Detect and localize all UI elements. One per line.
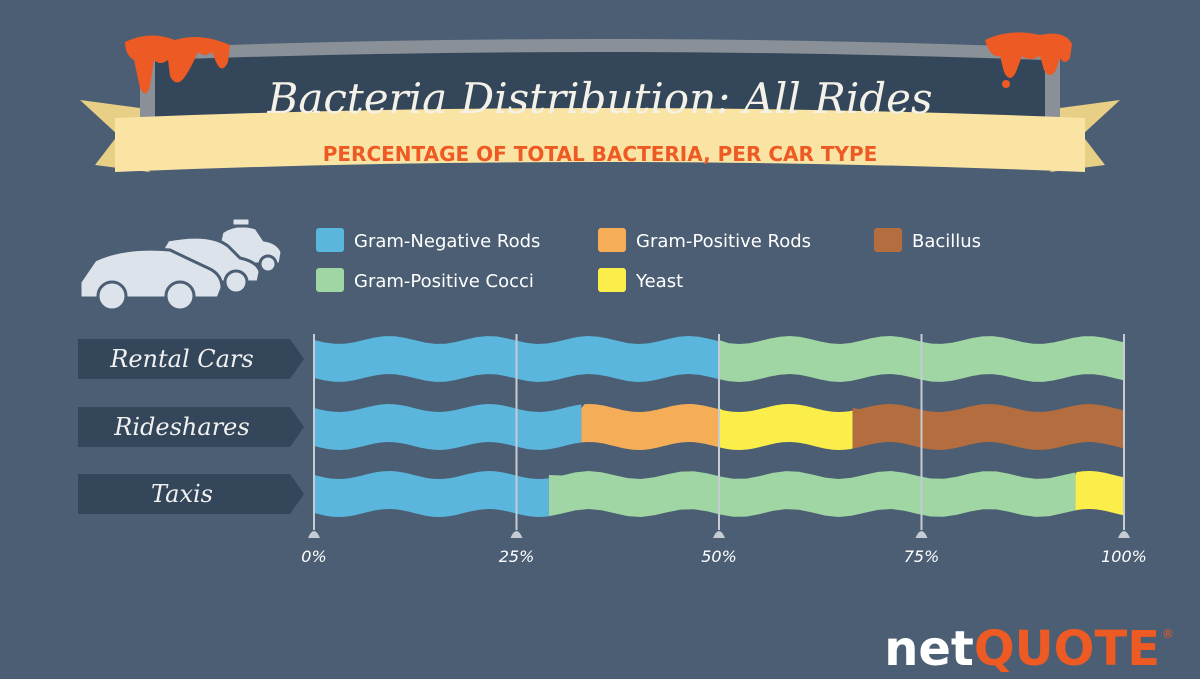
tick-label-50: 50%	[701, 547, 737, 566]
legend-swatch-yeast	[598, 268, 626, 292]
legend-label-gram-negative-rods: Gram-Negative Rods	[354, 231, 540, 252]
row-label-rideshares: Rideshares	[113, 413, 249, 441]
cars-illustration	[78, 216, 284, 312]
bar-rideshares-bacillus	[852, 404, 1124, 450]
netquote-logo: netQUOTE ®	[884, 621, 1174, 677]
row-label-bg-rideshares	[78, 407, 304, 447]
bar-rideshares-gram-negative-rods	[314, 404, 582, 450]
legend: Gram-Negative Rods Gram-Positive Rods Baci…	[316, 228, 981, 292]
row-label-bg-rental-cars	[78, 339, 304, 379]
legend-swatch-gram-positive-rods	[598, 228, 626, 252]
logo-net: net	[884, 621, 974, 675]
logo-registered-mark: ®	[1162, 627, 1174, 641]
legend-swatch-bacillus	[874, 228, 902, 252]
subtitle-ribbon	[115, 108, 1085, 172]
bar-rideshares-gram-positive-rods	[581, 404, 719, 450]
car-icon	[78, 247, 224, 312]
bar-taxis-yeast	[1075, 471, 1124, 516]
legend-swatch-gram-negative-rods	[316, 228, 344, 252]
tick-label-25: 25%	[499, 547, 535, 566]
paint-drips	[125, 32, 1072, 94]
legend-label-gram-positive-cocci: Gram-Positive Cocci	[354, 271, 534, 292]
svg-text:netQUOTE: netQUOTE	[884, 621, 1160, 675]
bar-taxis-gram-negative-rods	[314, 471, 549, 517]
legend-label-gram-positive-rods: Gram-Positive Rods	[636, 231, 811, 252]
chart-title: Bacteria Distribution: All Rides	[266, 74, 932, 123]
tick-mark-25	[510, 531, 523, 538]
tick-label-0: 0%	[301, 547, 326, 566]
tick-mark-75	[915, 531, 928, 538]
tick-label-75: 75%	[904, 547, 940, 566]
bar-taxis-gram-positive-cocci	[548, 471, 1076, 517]
legend-swatch-gram-positive-cocci	[316, 268, 344, 292]
legend-label-bacillus: Bacillus	[912, 231, 981, 252]
logo-quote: QUOTE	[974, 621, 1160, 675]
chart-subtitle: PERCENTAGE OF TOTAL BACTERIA, PER CAR TY…	[323, 142, 878, 166]
row-label-bg-taxis	[78, 474, 304, 514]
tick-mark-100	[1118, 531, 1130, 538]
row-labels: Rental Cars Rideshares Taxis	[78, 339, 304, 514]
tick-label-100: 100%	[1101, 547, 1147, 566]
gridlines: 0% 25% 50% 75% 100%	[301, 334, 1147, 566]
row-label-rental-cars: Rental Cars	[109, 345, 253, 373]
tick-mark-50	[713, 531, 725, 538]
bar-rideshares-yeast	[719, 404, 853, 450]
row-label-taxis: Taxis	[151, 480, 213, 508]
tick-mark-0	[308, 531, 320, 538]
legend-label-yeast: Yeast	[635, 271, 683, 292]
